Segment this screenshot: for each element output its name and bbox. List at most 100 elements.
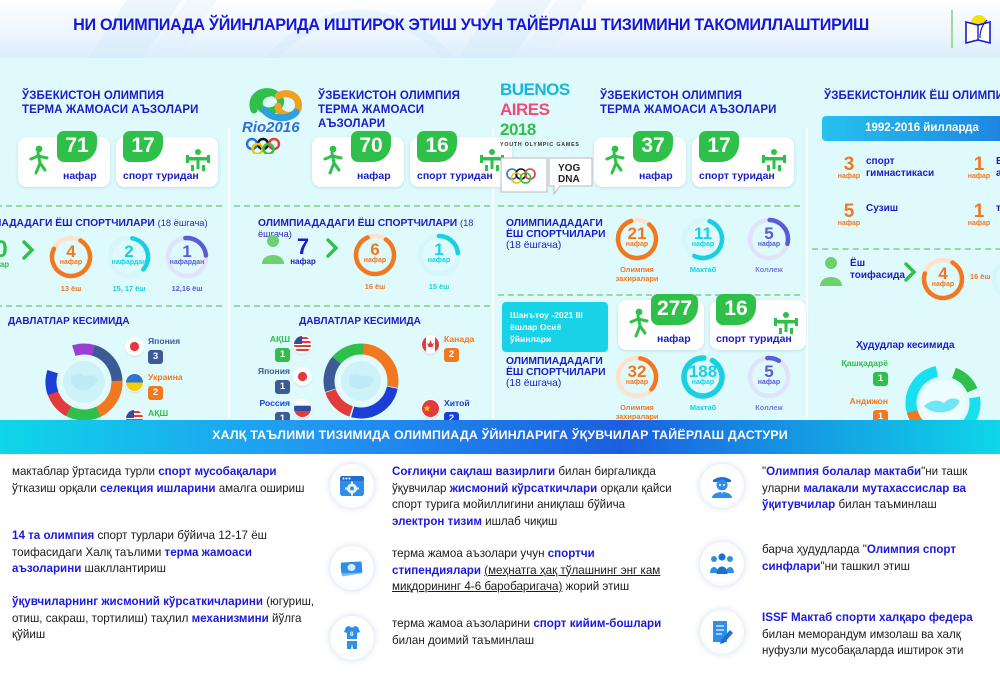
youth-total-unit-1: фар [0,260,10,269]
youth-ring-sh-1: 188 нафар [680,354,726,400]
region-legend-0: Қашқадарё 1 [818,358,888,386]
section-divider-2a [234,205,490,207]
country-name-1-0: Япония [148,336,181,346]
program-item-text-2-1: терма жамоа аъзолари учун спортчи стипен… [392,547,661,593]
year-banner: 1992-2016 йилларда [822,116,1000,141]
logo-line2: AIRES [500,100,550,119]
country-name-2-2: Россия [259,398,290,408]
youth-ring-1-0: 4 нафар [48,234,94,280]
document-pen-icon [700,610,744,654]
open-book-logo-icon [965,15,991,45]
country-legend-2-1: Япония 1 [236,366,290,394]
stat-value-sporttypes-1: 17 [123,131,163,162]
ring-value-3-2: 5 [764,224,774,243]
program-banner [0,420,1000,454]
sport-types-icon [774,312,798,334]
region-name-0: Қашқадарё [841,358,888,368]
chevron-right-icon-1 [22,240,35,260]
japan-flag-icon-1 [126,338,143,355]
page-header: НИ ОЛИМПИАДА ЎЙИНЛАРИДА ИШТИРОК ЭТИШ УЧУ… [0,0,1000,58]
program-section: ХАЛҚ ТАЪЛИМИ ТИЗИМИДА ОЛИМПИАДА ЎЙИНЛАРИ… [0,420,1000,695]
ring-unit-1-1: нафардан [111,259,147,266]
stat-pill-sporttypes-3: 17 спорт туридан [692,131,794,187]
age-ring-label-4-0: 16 ёш [970,272,991,281]
stat-pill-athletes-1: 71 нафар [18,131,110,187]
usa-flag-icon-2 [294,336,311,353]
stat-pill-sporttypes-1: 17 спорт туридан [116,131,218,187]
panel2-title-line1: ЎЗБЕКИСТОН ОЛИМПИЯ [318,90,460,102]
sport-name-0: спорт гимнастикаси [866,156,935,179]
program-item-2-0: Соғлиқни сақлаш вазирлиги билан биргалик… [330,464,680,536]
country-count-1-0: 3 [148,350,163,364]
youth-heading-2: ОЛИМПИАДАДАГИ ЁШ СПОРТЧИЛАРИ (18 ёшгача) [258,218,474,239]
ring-value-2-1: 1 [434,240,444,259]
svg-text:8: 8 [350,632,354,638]
country-count-2-0: 1 [275,348,290,362]
ring-label-1-1: 15, 17 ёш [112,284,146,293]
canada-flag-icon-2 [422,336,439,353]
ring-unit-sh-2: нафар [757,379,781,386]
ring-unit-1-0: нафар [59,259,83,266]
section-divider-4a [812,248,1000,250]
program-item-text-1-1: 14 та олимпия спорт турлари бўйича 12-17… [12,529,267,575]
ring-value-sh-0: 32 [627,362,647,381]
svg-text:DNA: DNA [558,174,580,185]
ring-value-2-0: 6 [370,240,380,259]
ring-value-sh-1: 188 [688,362,718,381]
country-count-2-1: 1 [275,380,290,394]
sport-types-icon [186,149,210,171]
youth-person-icon-2 [262,235,284,264]
section-divider-3a [498,205,800,207]
panel3-title-line1: ЎЗБЕКИСТОН ОЛИМПИЯ [600,90,742,102]
sport-name-1: Ен ат [996,156,1000,179]
ring-unit-sh-0: нафар [625,379,649,386]
ring-value-sh-2: 5 [764,362,774,381]
youth-heading-3: ОЛИМПИАДАДАГИ ЁШ СПОРТЧИЛАРИ (18 ёшгача) [506,218,606,251]
panel3-title-line2: ТЕРМА ЖАМОАСИ АЪЗОЛАРИ [600,104,777,116]
runner-icon [629,308,649,338]
stats-band: ЎЗБЕКИСТОН ОЛИМПИЯ ТЕРМА ЖАМОАСИ АЪЗОЛАР… [0,58,1000,436]
youth-ring-3-2: 5 нафар [746,216,792,262]
program-item-text-1-0: мактаблар ўртасида турли спорт мусобақал… [12,465,305,495]
logo-subtitle: YOUTH OLYMPIC GAMES [500,142,580,148]
country-name-2-1: Япония [257,366,290,376]
ring-unit-2-0: нафар [363,257,387,264]
youth-ring-2-0: 6 нафар [352,232,398,278]
youth-ring-3-0: 21 нафар [614,216,660,262]
sport-name-3: та [996,203,1000,214]
age-ring-value-4-1: 3 [990,264,1000,284]
youth-ring-sh-0: 32 нафар [614,354,660,400]
stat-pill-athletes-shantou: 277 нафар [618,294,704,350]
region-count-0: 1 [873,372,888,386]
stat-caption-sporttypes-1: спорт туридан [123,170,199,182]
stat-caption-sporttypes-3: спорт туридан [699,170,775,182]
coach-icon [700,464,744,508]
panel2-title-line2: ТЕРМА ЖАМОАСИ АЪЗОЛАРИ [318,104,425,130]
russia-flag-icon-2 [294,400,311,417]
panel-divider-2 [492,128,494,418]
panel1-title-line1: ЎЗБЕКИСТОН ОЛИМПИЯ [22,90,164,102]
panel-divider-3 [806,128,808,418]
youth-total-unit-2: нафар [290,257,316,266]
stat-pill-athletes-2: 70 нафар [312,131,404,187]
sport-types-icon [762,149,786,171]
program-column-1: мактаблар ўртасида турли спорт мусобақал… [12,464,322,660]
sport-count-1: 1 [973,154,985,175]
program-banner-title: ХАЛҚ ТАЪЛИМИ ТИЗИМИДА ОЛИМПИАДА ЎЙИНЛАРИ… [212,428,788,442]
browser-gear-icon [330,464,374,508]
ring-label-3-0: Олимпия захиралари [615,265,659,283]
ring-label-3-2: Коллеж [755,265,783,274]
ring-label-1-2: 12,16 ёш [171,284,203,293]
youth-ring-3-1: 11 нафар [680,216,726,262]
rio-2016-logo-icon: Rio2016 [242,88,303,154]
sport-unit-2: нафар [837,220,861,227]
program-item-1-1: 14 та олимпия спорт турлари бўйича 12-17… [12,528,322,584]
country-name-1-1: Украина [148,372,183,382]
age-label-4: Ёш тоифасида [850,258,905,281]
sport-name-2: Сузиш [866,203,899,214]
sport-unit-1: нафар [967,173,991,180]
header-wave-decoration [88,0,587,58]
age-ring-4-0: 4 нафар [920,256,966,302]
ring-unit-3-0: нафар [625,241,649,248]
countries-title-1: ДАВЛАТЛАР КЕСИМИДА [8,316,130,327]
